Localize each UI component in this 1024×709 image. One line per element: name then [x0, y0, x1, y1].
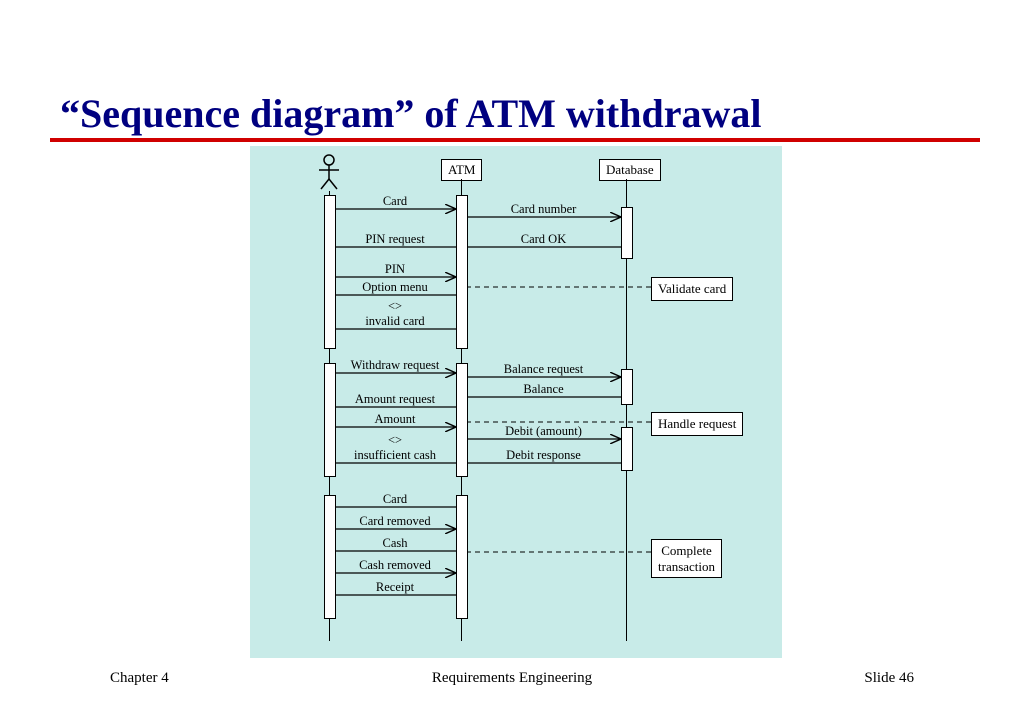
message-label: Amount: [334, 412, 456, 427]
note-validate: Validate card: [651, 277, 733, 301]
message-label: Card: [334, 194, 456, 209]
message-label: Cash removed: [334, 558, 456, 573]
message-label: Amount request: [334, 392, 456, 407]
message-label: Debit (amount): [466, 424, 621, 439]
actor-icon: [315, 153, 343, 196]
activation-db: [621, 427, 633, 471]
message-label: <>invalid card: [334, 299, 456, 329]
activation-atm: [456, 195, 468, 349]
participant-atm: ATM: [441, 159, 482, 181]
message-label: Card removed: [334, 514, 456, 529]
message-label: PIN: [334, 262, 456, 277]
message-label: Debit response: [466, 448, 621, 463]
note-handle: Handle request: [651, 412, 743, 436]
activation-db: [621, 207, 633, 259]
diagram-panel: ATM Database Card Card number Card OK PIN r…: [250, 146, 782, 658]
message-label: Card: [334, 492, 456, 507]
title-underline: [50, 138, 980, 142]
message-label: Balance request: [466, 362, 621, 377]
note-complete: Completetransaction: [651, 539, 722, 578]
slide-title: “Sequence diagram” of ATM withdrawal: [60, 90, 761, 137]
message-label: Cash: [334, 536, 456, 551]
activation-db: [621, 369, 633, 405]
message-label: Receipt: [334, 580, 456, 595]
message-label: Card OK: [466, 232, 621, 247]
activation-atm: [456, 495, 468, 619]
message-label: <>insufficient cash: [334, 433, 456, 463]
message-label: Option menu: [334, 280, 456, 295]
message-label: Balance: [466, 382, 621, 397]
message-label: Withdraw request: [334, 358, 456, 373]
message-label: Card number: [466, 202, 621, 217]
message-label: PIN request: [334, 232, 456, 247]
footer-slide: Slide 46: [864, 670, 914, 687]
participant-database: Database: [599, 159, 661, 181]
